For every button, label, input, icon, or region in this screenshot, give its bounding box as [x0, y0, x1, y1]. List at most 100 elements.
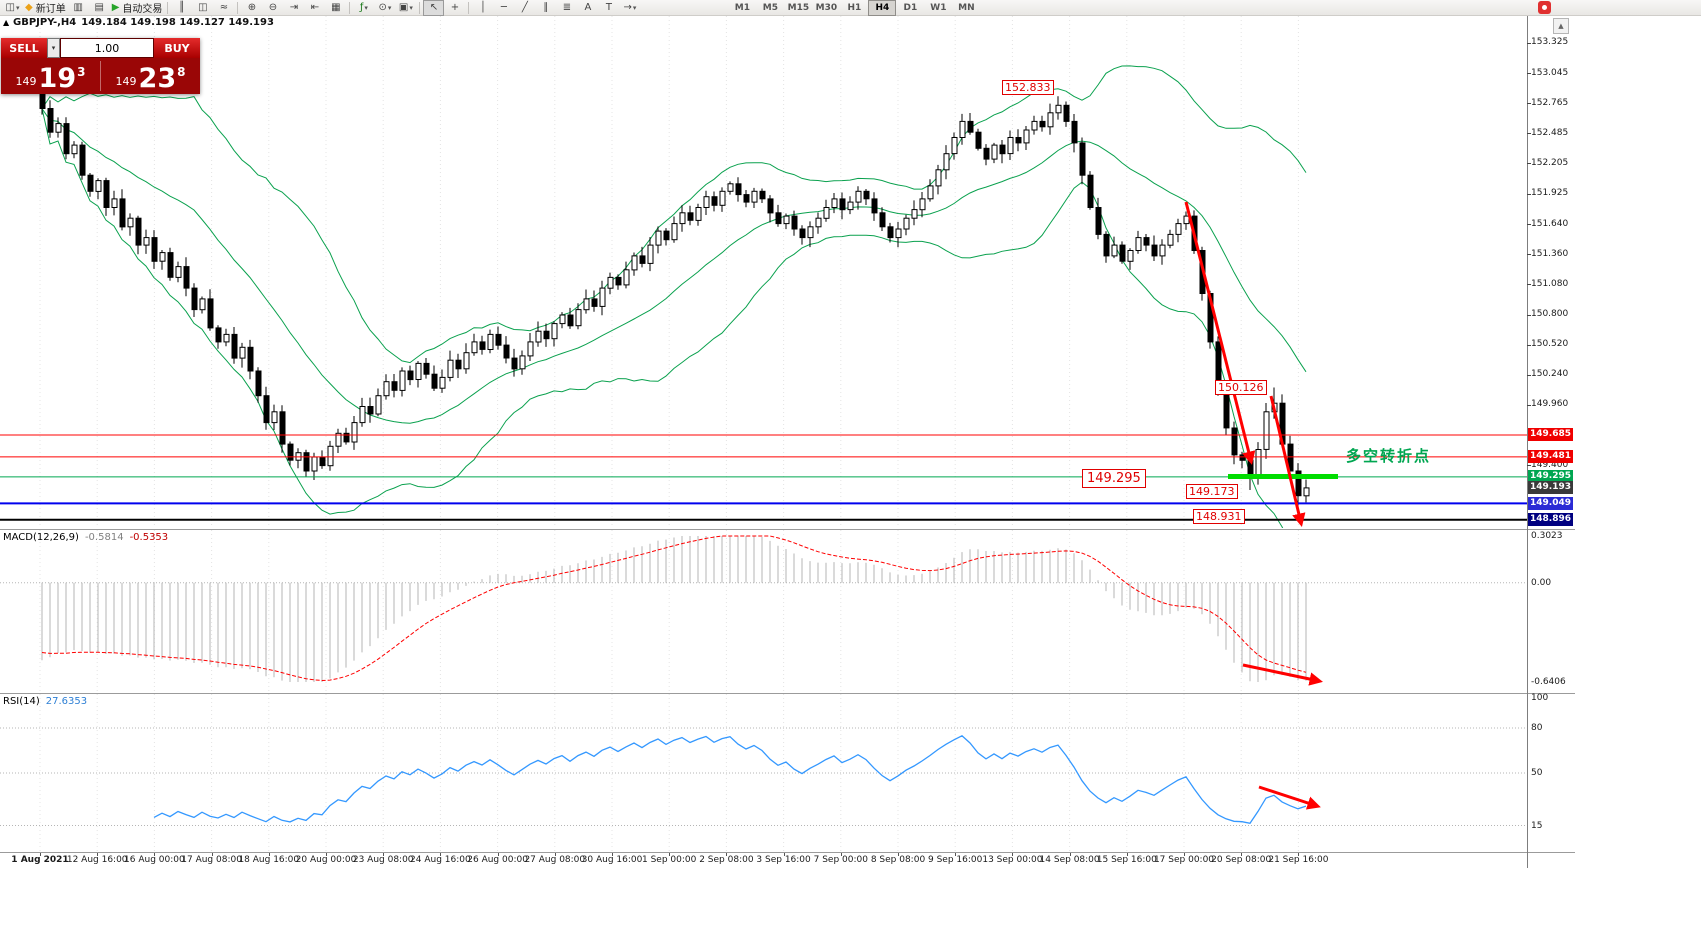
- price-tickmark: [1527, 133, 1531, 135]
- macd-value: -0.5814: [84, 532, 124, 543]
- line-chart-icon: ≈: [219, 1, 229, 13]
- auto-scroll-button[interactable]: ⇥: [283, 0, 304, 16]
- rsi-label: RSI(14): [3, 696, 40, 707]
- one-click-collapse-icon[interactable]: ▲: [3, 18, 10, 27]
- bar-chart-button[interactable]: ║: [171, 0, 192, 16]
- market-watch-button[interactable]: ▥: [68, 0, 89, 16]
- price-tickmark: [1527, 103, 1531, 105]
- time-label: 26 Aug 00:00: [467, 855, 528, 865]
- rsi-header: RSI(14) 27.6353: [3, 696, 87, 707]
- autotrading-icon: ▶: [111, 1, 120, 13]
- candle-chart-icon: ◫: [198, 1, 208, 13]
- timeframe-m15-button[interactable]: M15: [787, 2, 810, 13]
- zoom-out-icon: ⊖: [268, 1, 278, 13]
- price-tickmark: [1527, 163, 1531, 165]
- timeframe-h4-button[interactable]: H4: [868, 0, 897, 16]
- time-tickmark: [1184, 853, 1185, 856]
- price-tick-label: 149.960: [1531, 399, 1569, 410]
- candle-chart-button[interactable]: ◫: [192, 0, 213, 16]
- crosshair-button[interactable]: +: [444, 0, 465, 16]
- scroll-up-button[interactable]: ▲: [1553, 18, 1569, 34]
- sell-button[interactable]: SELL: [1, 38, 47, 58]
- autotrading-button[interactable]: ▶ 自动交易: [110, 0, 165, 16]
- time-label: 13 Sep 00:00: [982, 855, 1043, 865]
- time-tickmark: [840, 853, 842, 856]
- one-click-prices: 149 19 3 149 23 8: [1, 58, 200, 94]
- label-icon: T: [605, 1, 612, 13]
- sell-price[interactable]: 149 19 3: [1, 58, 100, 94]
- macd-header: MACD(12,26,9) -0.5814 -0.5353: [3, 532, 168, 543]
- time-label: 1 Sep 00:00: [642, 855, 697, 865]
- navigator-button[interactable]: ▤: [89, 0, 110, 16]
- price-tick-label: 151.080: [1531, 278, 1569, 289]
- fibonacci-button[interactable]: ≣: [556, 0, 577, 16]
- periods-button[interactable]: ⊙ ▾: [374, 0, 395, 16]
- price-tickmark: [1527, 374, 1531, 376]
- new-order-button[interactable]: ◆ 新订单: [23, 0, 68, 16]
- templates-button[interactable]: ▣ ▾: [395, 0, 416, 16]
- toolbar-separator: [468, 1, 470, 14]
- price-badge: 149.685: [1528, 428, 1573, 442]
- time-tickmark: [612, 853, 613, 856]
- channel-button[interactable]: ∥: [535, 0, 556, 16]
- time-label: 30 Aug 16:00: [581, 855, 643, 865]
- arrow-tool-button[interactable]: → ▾: [619, 0, 640, 16]
- cursor-button[interactable]: ↖: [423, 0, 445, 16]
- timeframe-m5-button[interactable]: M5: [762, 2, 779, 13]
- buy-price-sup: 8: [177, 65, 186, 79]
- timeframe-m30-button[interactable]: M30: [815, 2, 838, 13]
- time-label: 17 Aug 08:00: [181, 855, 242, 865]
- price-badge: 149.049: [1528, 496, 1573, 510]
- time-label: 23 Aug 08:00: [352, 855, 414, 865]
- zoom-in-button[interactable]: ⊕: [241, 0, 262, 16]
- text-button[interactable]: A: [577, 0, 598, 16]
- time-label: 1 Aug 2021: [11, 855, 69, 865]
- record-icon[interactable]: [1538, 1, 1551, 14]
- label-button[interactable]: T: [598, 0, 619, 16]
- timeframe-m1-button[interactable]: M1: [734, 2, 751, 13]
- trendline-icon: ╱: [521, 1, 528, 13]
- vertical-line-button[interactable]: │: [472, 0, 493, 16]
- bar-chart-icon: ║: [178, 1, 185, 13]
- time-tickmark: [783, 853, 785, 856]
- macd-axis: 0.3023 0.00 -0.6406: [1531, 531, 1566, 687]
- timeframe-h1-button[interactable]: H1: [847, 2, 862, 13]
- chart-shift-button[interactable]: ⇤: [304, 0, 325, 16]
- periods-icon: ⊙: [378, 1, 387, 13]
- time-label: 18 Aug 16:00: [238, 855, 300, 865]
- timeframe-w1-button[interactable]: W1: [930, 2, 947, 13]
- time-tickmark: [154, 853, 156, 856]
- volume-input[interactable]: [60, 38, 154, 58]
- tile-windows-button[interactable]: ▦: [325, 0, 346, 16]
- price-tickmark: [1527, 314, 1531, 316]
- buy-button[interactable]: BUY: [154, 38, 200, 58]
- main-chart-canvas[interactable]: [0, 16, 1527, 528]
- horizontal-line-button[interactable]: ─: [493, 0, 514, 16]
- price-callout: 149.173: [1186, 484, 1238, 499]
- rsi-axis-label: 15: [1531, 820, 1543, 831]
- indicators-button[interactable]: ƒ ▾: [353, 0, 374, 16]
- price-tick-label: 151.360: [1531, 248, 1569, 259]
- time-label: 9 Sep 16:00: [928, 855, 983, 865]
- buy-price[interactable]: 149 23 8: [101, 58, 200, 94]
- toolbar-separator: [167, 1, 169, 14]
- timeframe-mn-button[interactable]: MN: [958, 2, 975, 13]
- price-axis-border: [1527, 16, 1528, 868]
- tile-windows-icon: ▦: [331, 1, 341, 13]
- time-label: 2 Sep 08:00: [699, 855, 754, 865]
- panel-separator: [0, 693, 1575, 694]
- price-axis[interactable]: 153.325 153.045 152.765 152.485 152.205 151.9…: [0, 0, 1701, 868]
- line-chart-button[interactable]: ≈: [213, 0, 234, 16]
- volume-dropdown-button[interactable]: ▾: [47, 38, 60, 58]
- chart-ohlc-values: 149.184 149.198 149.127 149.193: [81, 17, 274, 28]
- chart-shift-icon: ⇤: [310, 1, 320, 13]
- zoom-out-button[interactable]: ⊖: [262, 0, 283, 16]
- rsi-panel-canvas[interactable]: [0, 694, 1527, 852]
- cursor-icon: ↖: [429, 1, 439, 13]
- trendline-button[interactable]: ╱: [514, 0, 535, 16]
- time-axis[interactable]: 1 Aug 2021 12 Aug 16:00 16 Aug 00:00 17 Aug…: [0, 852, 1575, 872]
- new-chart-button[interactable]: ◫ ▾: [2, 0, 23, 16]
- timeframe-d1-button[interactable]: D1: [903, 2, 918, 13]
- time-label: 21 Sep 16:00: [1268, 855, 1329, 865]
